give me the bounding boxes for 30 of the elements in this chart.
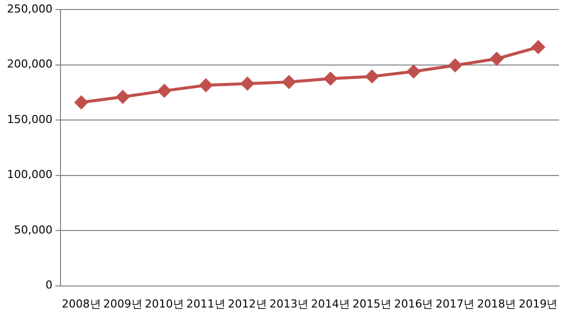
point <box>240 77 254 90</box>
y-tick-label: 0 <box>45 278 52 292</box>
point <box>366 70 379 83</box>
x-tick-label: 2009년 <box>103 297 142 310</box>
x-tick-label: 2019년 <box>518 297 558 310</box>
x-tick-label: 2014년 <box>311 297 350 310</box>
point <box>324 72 338 86</box>
y-tick-label: 200,000 <box>6 58 52 71</box>
x-tick-label: 2010년 <box>144 297 184 310</box>
x-tick-label: 2008년 <box>62 297 101 310</box>
x-tick-label: 2017년 <box>436 297 475 310</box>
point <box>532 40 545 54</box>
x-tick-label: 2018년 <box>477 297 516 310</box>
x-tick-label: 2013년 <box>269 297 308 310</box>
point <box>407 64 420 78</box>
y-tick-label: 150,000 <box>6 112 52 126</box>
point <box>74 96 88 109</box>
x-tick-label: 2015년 <box>352 297 392 310</box>
point <box>448 58 462 72</box>
x-tick-label: 2016년 <box>394 297 434 310</box>
y-tick-label: 250,000 <box>6 2 52 16</box>
y-tick-label: 100,000 <box>6 168 52 182</box>
point <box>116 90 130 104</box>
point <box>158 84 171 98</box>
x-tick-label: 2012년 <box>228 297 267 310</box>
point <box>199 78 212 92</box>
x-tick-label: 2011년 <box>186 297 226 310</box>
y-tick-label: 50,000 <box>14 223 52 236</box>
point <box>490 52 504 66</box>
point <box>282 75 296 88</box>
